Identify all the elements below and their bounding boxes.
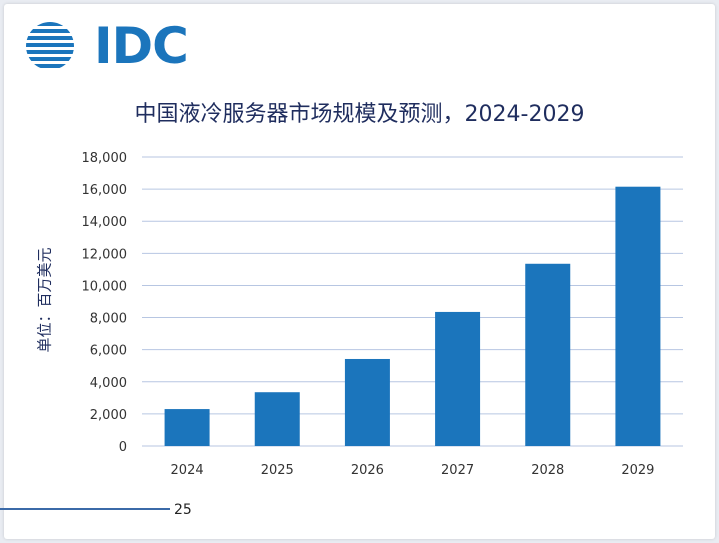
page-number: 25 (174, 502, 192, 518)
logo-text: IDC (94, 17, 189, 75)
y-tick-label: 2,000 (90, 408, 127, 423)
y-tick-label: 10,000 (82, 279, 128, 294)
slide: IDC (4, 4, 715, 539)
footer-line (0, 508, 170, 510)
bar-2026 (344, 358, 390, 446)
bar-2029 (615, 186, 661, 447)
y-tick-label: 16,000 (82, 183, 128, 198)
y-tick-label: 12,000 (82, 247, 128, 262)
y-tick-label: 0 (119, 440, 127, 455)
y-tick-label: 18,000 (82, 151, 128, 166)
y-tick-label: 4,000 (90, 376, 127, 391)
x-tick-label: 2024 (171, 463, 204, 478)
y-tick-label: 14,000 (82, 215, 128, 230)
y-tick-label: 6,000 (90, 344, 127, 359)
x-tick-label: 2029 (621, 463, 654, 478)
bar-2027 (435, 311, 481, 446)
bar-2024 (164, 409, 210, 446)
y-tick-label: 8,000 (90, 312, 127, 327)
globe-icon (26, 22, 74, 68)
x-tick-label: 2026 (351, 463, 384, 478)
bar-2028 (525, 263, 571, 446)
chart-title: 中国液冷服务器市场规模及预测，2024-2029 (134, 102, 585, 127)
x-tick-label: 2025 (261, 463, 294, 478)
x-tick-label: 2028 (531, 463, 564, 478)
idc-logo: IDC (24, 18, 189, 74)
x-tick-label: 2027 (441, 463, 474, 478)
bar-2025 (254, 392, 300, 446)
